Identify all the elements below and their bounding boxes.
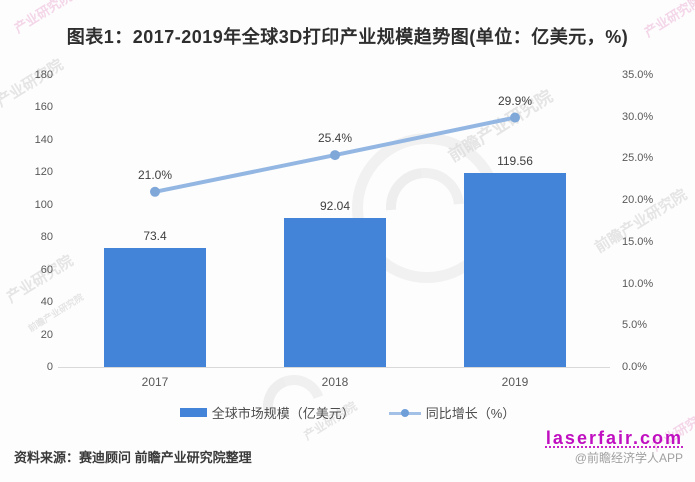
y-tick-left: 0: [46, 361, 53, 373]
data-source-text: 资料来源：赛迪顾问 前瞻产业研究院整理: [14, 450, 252, 465]
y-tick-left: 80: [40, 231, 53, 244]
bar-value-label: 73.4: [143, 228, 167, 243]
y-tick-right: 15.0%: [622, 235, 654, 248]
y-tick-left: 100: [34, 198, 53, 211]
legend-item-line: 同比增长（%）: [388, 403, 516, 422]
line-point-label: 25.4%: [317, 131, 353, 146]
legend-line-label: 同比增长（%）: [425, 406, 516, 421]
y-tick-left: 60: [40, 263, 53, 276]
y-tick-right: 35.0%: [622, 69, 654, 81]
line-point-label: 21.0%: [137, 167, 173, 182]
x-tick-label: 2018: [321, 375, 349, 389]
y-tick-right: 5.0%: [622, 319, 648, 332]
bar-swatch-icon: [179, 408, 207, 417]
y-tick-left: 120: [34, 166, 53, 179]
y-tick-left: 40: [40, 296, 53, 309]
bar-2019[interactable]: [464, 173, 566, 367]
bar-2017[interactable]: [104, 247, 206, 367]
bar-value-label: 92.04: [319, 198, 351, 213]
bar-2018[interactable]: [284, 217, 386, 367]
legend: 全球市场规模（亿美元） 同比增长（%）: [0, 403, 695, 422]
y-tick-right: 0.0%: [622, 361, 648, 373]
y-tick-right: 25.0%: [622, 152, 654, 165]
x-tick-label: 2017: [141, 375, 169, 389]
app-credit-text: @前瞻经济学人APP: [574, 451, 683, 465]
y-tick-right: 20.0%: [622, 194, 654, 207]
site-watermark-link[interactable]: laserfair.com: [545, 428, 683, 448]
y-tick-left: 20: [40, 328, 53, 341]
legend-item-bar: 全球市场规模（亿美元）: [179, 403, 355, 422]
bar-value-label: 119.56: [497, 154, 533, 169]
x-tick-label: 2019: [501, 375, 529, 389]
y-tick-right: 30.0%: [622, 110, 654, 123]
line-swatch-icon: [388, 408, 421, 418]
y-tick-right: 10.0%: [622, 277, 654, 290]
legend-bar-label: 全球市场规模（亿美元）: [211, 406, 355, 421]
x-axis-line: [58, 367, 610, 368]
y-tick-left: 160: [34, 101, 53, 114]
chart-title: 图表1：2017-2019年全球3D打印产业规模趋势图(单位：亿美元，%): [66, 27, 629, 47]
y-tick-left: 140: [34, 133, 53, 146]
line-point-label: 29.9%: [497, 93, 533, 108]
y-tick-left: 180: [34, 69, 53, 81]
